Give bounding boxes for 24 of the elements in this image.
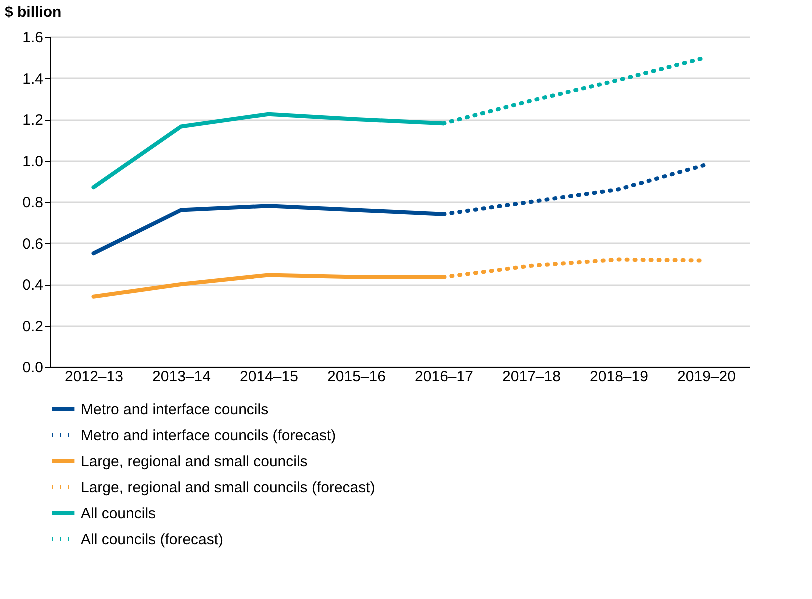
legend-label: Large, regional and small councils <box>81 454 308 470</box>
legend-label: Metro and interface councils (forecast) <box>81 428 336 444</box>
y-tick-label: 1.6 <box>22 30 44 46</box>
x-tick-label: 2019–20 <box>678 368 736 386</box>
x-tick-label: 2015–16 <box>328 368 386 386</box>
legend-label: Metro and interface councils <box>81 402 269 418</box>
x-tick-label: 2012–13 <box>65 368 124 386</box>
y-axis-title: $ billion <box>5 4 62 21</box>
x-tick-label: 2014–15 <box>240 368 298 386</box>
y-tick-label: 1.2 <box>22 112 44 129</box>
x-tick-label: 2016–17 <box>415 368 474 386</box>
y-tick-label: 1.4 <box>22 70 44 88</box>
legend-label: All councils <box>81 506 156 522</box>
y-tick-label: 0.0 <box>22 360 44 376</box>
y-tick-label: 0.4 <box>22 277 44 294</box>
x-tick-label: 2017–18 <box>502 368 561 386</box>
legend-label: Large, regional and small councils (forecast) <box>81 480 376 496</box>
legend-label: All councils (forecast) <box>81 532 224 548</box>
y-tick-label: 0.2 <box>22 318 44 336</box>
y-tick-label: 1.0 <box>22 153 44 170</box>
x-tick-label: 2013–14 <box>152 368 211 386</box>
x-tick-label: 2018–19 <box>590 368 648 386</box>
y-tick-label: 0.8 <box>22 194 44 212</box>
y-tick-label: 0.6 <box>22 236 44 253</box>
